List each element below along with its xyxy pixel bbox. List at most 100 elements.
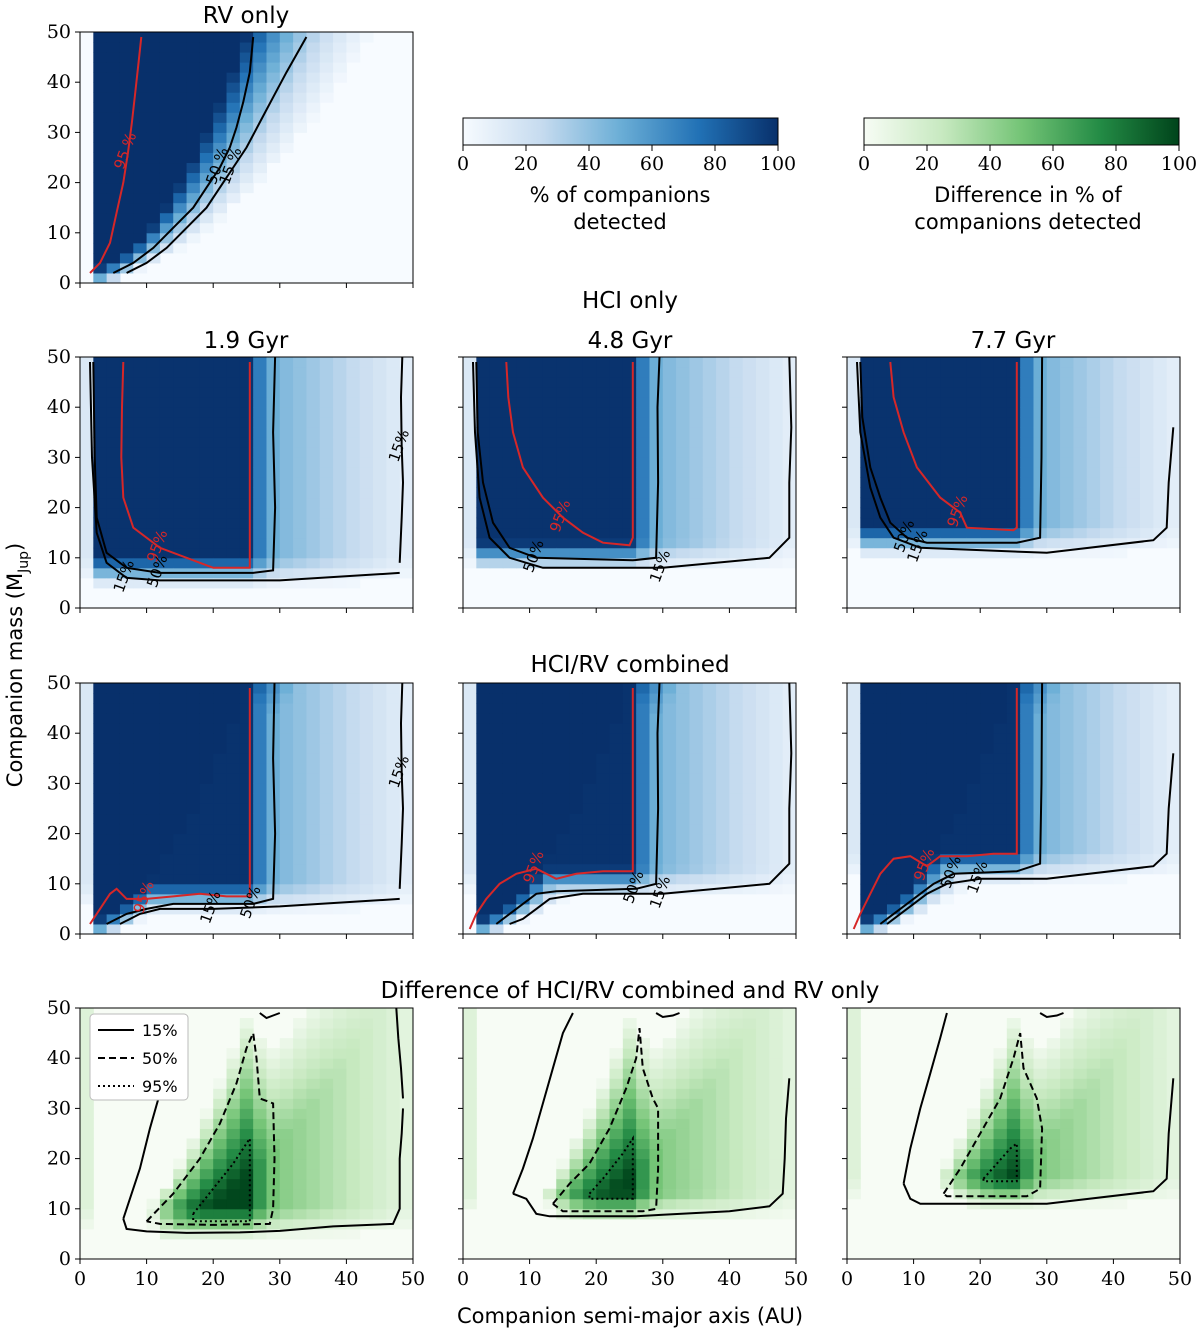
heatmap-cell — [913, 863, 928, 875]
heatmap-cell — [649, 397, 664, 408]
heatmap-cell — [649, 1118, 664, 1129]
heatmap-cell — [729, 1198, 744, 1210]
heatmap-cell — [993, 497, 1008, 509]
heatmap-cell — [1046, 873, 1061, 885]
heatmap-cell — [359, 1128, 374, 1140]
heatmap-cell — [1060, 1108, 1074, 1119]
heatmap-cell — [133, 427, 148, 438]
heatmap-cell — [346, 407, 361, 418]
heatmap-cell — [1166, 783, 1181, 794]
heatmap-cell — [463, 557, 477, 569]
heatmap-cell — [702, 1108, 717, 1119]
heatmap-cell — [596, 427, 611, 438]
heatmap-cell — [476, 903, 491, 915]
heatmap-cell — [1046, 477, 1061, 489]
heatmap-cell — [133, 703, 148, 714]
heatmap-cell — [80, 1108, 94, 1119]
contour-15 — [655, 1012, 680, 1019]
heatmap-cell — [860, 377, 875, 388]
heatmap-cell — [966, 447, 981, 458]
heatmap-cell — [159, 112, 174, 123]
heatmap-cell — [159, 182, 174, 194]
heatmap-cell — [359, 773, 374, 784]
heatmap-cell — [529, 703, 544, 714]
heatmap-cell — [622, 1078, 637, 1089]
heatmap-cell — [306, 567, 321, 579]
heatmap-cell — [1166, 457, 1181, 468]
heatmap-cell — [399, 377, 414, 388]
heatmap-cell — [993, 527, 1008, 539]
heatmap-cell — [542, 437, 557, 448]
heatmap-cell — [293, 1038, 307, 1049]
heatmap-cell — [1153, 447, 1168, 458]
heatmap-cell — [293, 547, 307, 559]
heatmap-cell — [913, 497, 928, 509]
heatmap-cell — [1153, 487, 1168, 499]
heatmap-cell — [1060, 487, 1074, 499]
heatmap-cell — [346, 387, 361, 398]
heatmap-cell — [319, 457, 334, 468]
heatmap-cell — [1166, 733, 1181, 744]
heatmap-cell — [399, 863, 414, 875]
heatmap-cell — [199, 1198, 214, 1210]
heatmap-cell — [649, 1178, 664, 1190]
heatmap-cell — [119, 703, 134, 714]
heatmap-cell — [1153, 723, 1168, 734]
heatmap-cell — [186, 387, 201, 398]
heatmap-cell — [186, 102, 201, 113]
heatmap-cell — [742, 417, 757, 428]
heatmap-cell — [993, 1148, 1008, 1160]
heatmap-cell — [516, 713, 531, 724]
contour-15 — [126, 36, 308, 274]
heatmap-cell — [900, 853, 915, 865]
heatmap-cell — [662, 853, 677, 865]
heatmap-cell — [622, 793, 637, 804]
heatmap-cell — [1020, 1138, 1034, 1150]
heatmap-cell — [1006, 1138, 1021, 1150]
heatmap-cell — [556, 863, 571, 875]
heatmap-cell — [622, 783, 637, 794]
heatmap-cell — [900, 793, 915, 804]
heatmap-cell — [476, 357, 491, 368]
heatmap-cell — [463, 1038, 477, 1049]
heatmap-cell — [319, 733, 334, 744]
heatmap-cell — [373, 427, 387, 438]
heatmap-cell — [489, 843, 504, 855]
heatmap-cell — [596, 477, 611, 489]
heatmap-cell — [133, 92, 148, 103]
heatmap-cell — [1126, 1018, 1141, 1029]
heatmap-cell — [386, 873, 401, 885]
heatmap-cell — [1046, 783, 1061, 794]
heatmap-cell — [716, 407, 730, 418]
heatmap-cell — [1060, 693, 1074, 704]
heatmap-cell — [159, 122, 174, 133]
heatmap-cell — [463, 873, 477, 885]
heatmap-cell — [386, 703, 401, 714]
heatmap-cell — [373, 1028, 387, 1039]
heatmap-cell — [926, 863, 941, 875]
heatmap-cell — [1020, 1078, 1034, 1089]
heatmap-cell — [742, 733, 757, 744]
heatmap-cell — [106, 567, 121, 579]
heatmap-cell — [1086, 833, 1101, 845]
heatmap-cell — [1060, 527, 1074, 539]
heatmap-cell — [199, 853, 214, 865]
heatmap-cell — [529, 883, 544, 895]
heatmap-cell — [529, 843, 544, 855]
heatmap-cell — [213, 122, 228, 133]
heatmap-cell — [489, 447, 504, 458]
heatmap-cell — [133, 202, 148, 214]
heatmap-cell — [742, 693, 757, 704]
heatmap-cell — [133, 537, 148, 549]
heatmap-cell — [993, 397, 1008, 408]
heatmap-cell — [782, 1138, 797, 1150]
heatmap-cell — [1086, 477, 1101, 489]
heatmap-cell — [529, 487, 544, 499]
heatmap-cell — [1126, 427, 1141, 438]
heatmap-cell — [913, 447, 928, 458]
heatmap-cell — [1006, 407, 1021, 418]
heatmap-cell — [622, 517, 637, 529]
heatmap-cell — [980, 843, 995, 855]
heatmap-cell — [239, 853, 254, 865]
heatmap-cell — [119, 803, 134, 815]
